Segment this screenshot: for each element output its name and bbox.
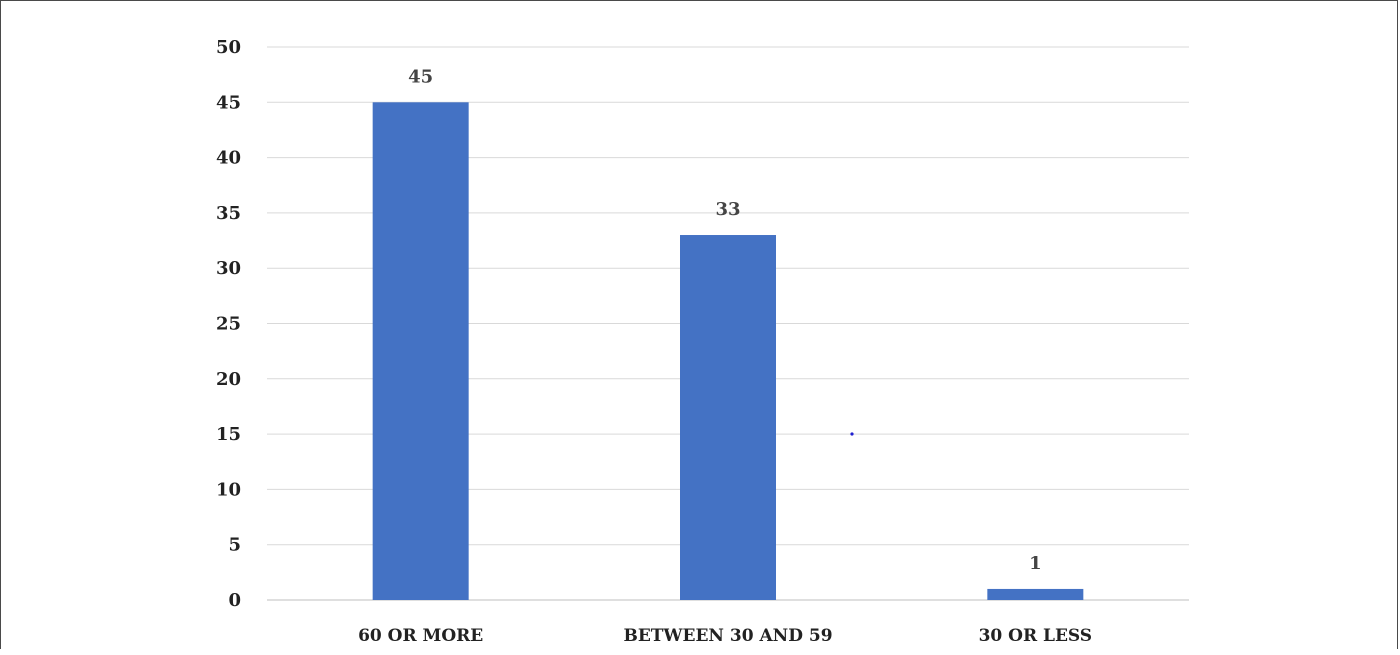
bars: [372, 102, 1084, 601]
data-labels: 45 33 1: [408, 66, 1041, 574]
x-category-label: BETWEEN 30 AND 59: [623, 626, 832, 646]
bar: [987, 588, 1084, 600]
x-category-label: 30 OR LESS: [979, 626, 1093, 646]
data-label: 45: [408, 66, 433, 87]
x-category-label: 60 OR MORE: [358, 626, 483, 646]
y-tick-label: 40: [216, 148, 241, 169]
y-tick-label: 30: [216, 258, 241, 279]
y-tick-label: 25: [216, 314, 241, 335]
y-tick-label: 35: [216, 203, 241, 224]
y-tick-label: 10: [216, 479, 241, 500]
stray-dot-marker: [850, 432, 854, 436]
data-label: 33: [715, 199, 740, 220]
x-axis-category-labels: 60 OR MORE BETWEEN 30 AND 59 30 OR LESS: [358, 626, 1092, 646]
y-tick-label: 20: [216, 369, 241, 390]
y-tick-label: 0: [228, 590, 241, 611]
y-tick-label: 15: [216, 424, 241, 445]
y-tick-label: 5: [228, 535, 241, 556]
bar: [372, 102, 469, 601]
y-tick-label: 50: [216, 37, 241, 58]
y-tick-label: 45: [216, 92, 241, 113]
bar: [680, 235, 776, 600]
y-axis-tick-labels: 0 5 10 15 20 25 30 35 40 45 50: [216, 37, 241, 611]
data-label: 1: [1029, 553, 1042, 574]
